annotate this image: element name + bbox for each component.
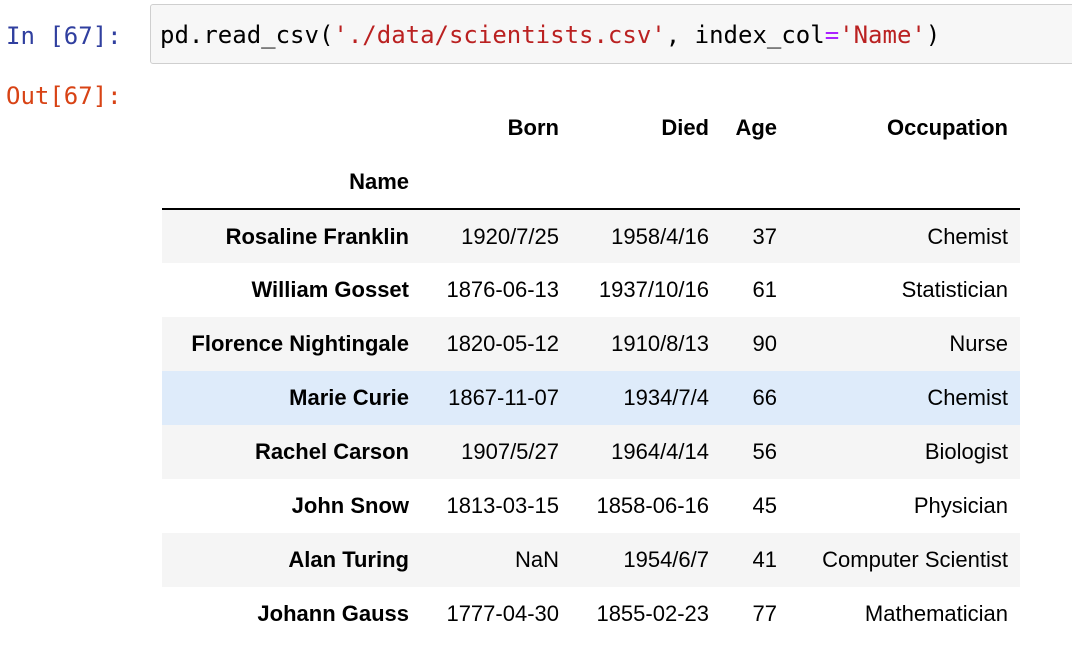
table-row: William Gosset 1876-06-13 1937/10/16 61 … bbox=[162, 263, 1020, 317]
table-row: Rachel Carson 1907/5/27 1964/4/14 56 Bio… bbox=[162, 425, 1020, 479]
cell-occupation: Computer Scientist bbox=[822, 547, 1008, 572]
row-index-label: Rosaline Franklin bbox=[225, 223, 409, 249]
cell-died: 1910/8/13 bbox=[611, 331, 709, 356]
cell-occupation: Nurse bbox=[949, 331, 1008, 356]
cell-born: 1777-04-30 bbox=[446, 601, 559, 626]
code-close-paren: ) bbox=[925, 21, 941, 49]
cell-age: 61 bbox=[752, 277, 777, 302]
table-row: Alan Turing NaN 1954/6/7 41 Computer Sci… bbox=[162, 533, 1020, 587]
column-header-age: Age bbox=[735, 115, 777, 140]
cell-born: 1876-06-13 bbox=[446, 277, 559, 302]
cell-died: 1855-02-23 bbox=[596, 601, 709, 626]
cell-occupation: Statistician bbox=[901, 277, 1008, 302]
cell-occupation: Physician bbox=[913, 493, 1008, 518]
code-index-string: 'Name' bbox=[839, 21, 926, 49]
cell-occupation: Chemist bbox=[927, 385, 1008, 410]
row-index-label: Johann Gauss bbox=[257, 601, 409, 626]
row-index-label: Alan Turing bbox=[288, 547, 409, 572]
cell-died: 1954/6/7 bbox=[623, 547, 709, 572]
row-index-label: John Snow bbox=[291, 493, 409, 518]
cell-died: 1858-06-16 bbox=[596, 493, 709, 518]
code-path-string: './data/scientists.csv' bbox=[333, 21, 666, 49]
cell-born: 1907/5/27 bbox=[461, 439, 559, 464]
cell-born: NaN bbox=[514, 547, 559, 572]
cell-age: 45 bbox=[752, 493, 777, 518]
cell-age: 41 bbox=[752, 547, 777, 572]
cell-born: 1867-11-07 bbox=[448, 385, 559, 410]
output-prompt: Out[67]: bbox=[6, 82, 122, 110]
column-header-row: Born Died Age Occupation bbox=[162, 101, 1020, 155]
cell-age: 90 bbox=[752, 331, 777, 356]
row-index-label: Marie Curie bbox=[289, 385, 409, 410]
cell-died: 1937/10/16 bbox=[598, 277, 709, 302]
table-row: John Snow 1813-03-15 1858-06-16 45 Physi… bbox=[162, 479, 1020, 533]
cell-died: 1934/7/4 bbox=[623, 385, 709, 410]
cell-age: 77 bbox=[752, 601, 777, 626]
table-row: Johann Gauss 1777-04-30 1855-02-23 77 Ma… bbox=[162, 587, 1020, 641]
cell-age: 56 bbox=[752, 439, 777, 464]
cell-age: 37 bbox=[752, 223, 777, 249]
index-name-header: Name bbox=[162, 155, 421, 210]
table-row: Rosaline Franklin 1920/7/25 1958/4/16 37… bbox=[162, 209, 1020, 263]
cell-age: 66 bbox=[752, 385, 777, 410]
code-separator: , bbox=[665, 21, 695, 49]
index-name-row: Name bbox=[162, 155, 1020, 210]
cell-born: 1820-05-12 bbox=[446, 331, 559, 356]
dataframe-output: Born Died Age Occupation Name Rosaline F… bbox=[162, 101, 1020, 641]
corner-cell bbox=[162, 101, 421, 155]
row-index-label: William Gosset bbox=[251, 277, 409, 302]
input-prompt: In [67]: bbox=[6, 22, 122, 50]
column-header-died: Died bbox=[661, 115, 709, 140]
cell-born: 1813-03-15 bbox=[446, 493, 559, 518]
table-row: Florence Nightingale 1820-05-12 1910/8/1… bbox=[162, 317, 1020, 371]
column-header-born: Born bbox=[507, 115, 559, 140]
cell-born: 1920/7/25 bbox=[461, 223, 559, 249]
row-index-label: Florence Nightingale bbox=[191, 331, 409, 356]
code-func: pd.read_csv( bbox=[160, 21, 334, 49]
table-row-hovered: Marie Curie 1867-11-07 1934/7/4 66 Chemi… bbox=[162, 371, 1020, 425]
column-header-occupation: Occupation bbox=[886, 115, 1008, 140]
cell-occupation: Biologist bbox=[924, 439, 1008, 464]
cell-died: 1964/4/14 bbox=[611, 439, 709, 464]
code-kwarg: index_col bbox=[694, 21, 825, 49]
cell-occupation: Chemist bbox=[927, 223, 1008, 249]
cell-died: 1958/4/16 bbox=[611, 223, 709, 249]
code-equals-operator: = bbox=[824, 21, 840, 49]
code-input-cell[interactable]: pd.read_csv('./data/scientists.csv', ind… bbox=[150, 4, 1072, 64]
cell-occupation: Mathematician bbox=[864, 601, 1008, 626]
row-index-label: Rachel Carson bbox=[254, 439, 409, 464]
